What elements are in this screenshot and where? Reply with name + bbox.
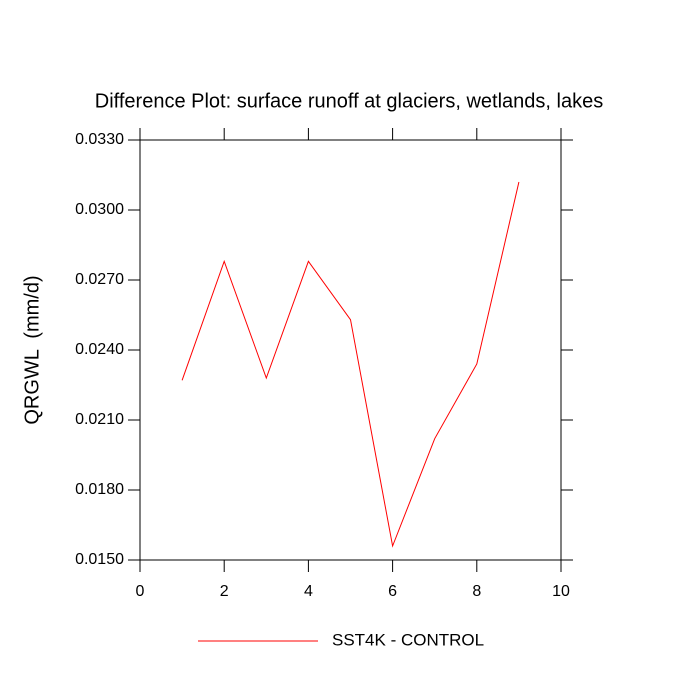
x-tick-label: 0 [136, 583, 145, 600]
y-tick-label: 0.0150 [75, 551, 124, 568]
x-tick-label: 2 [220, 583, 229, 600]
y-tick-label: 0.0210 [75, 411, 124, 428]
x-tick-label: 10 [552, 583, 570, 600]
x-tick-label: 4 [304, 583, 313, 600]
x-tick-label: 8 [472, 583, 481, 600]
legend-label: SST4K - CONTROL [332, 630, 484, 649]
chart-title: Difference Plot: surface runoff at glaci… [95, 90, 603, 112]
y-tick-label: 0.0270 [75, 271, 124, 288]
y-tick-label: 0.0180 [75, 481, 124, 498]
plot-frame [139, 139, 562, 561]
data-line [181, 181, 520, 548]
y-tick-label: 0.0240 [75, 341, 124, 358]
x-tick-label: 6 [388, 583, 397, 600]
y-tick-label: 0.0330 [75, 131, 124, 148]
y-axis-label: QRGWL (mm/d) [21, 275, 43, 424]
y-tick-label: 0.0300 [75, 201, 124, 218]
